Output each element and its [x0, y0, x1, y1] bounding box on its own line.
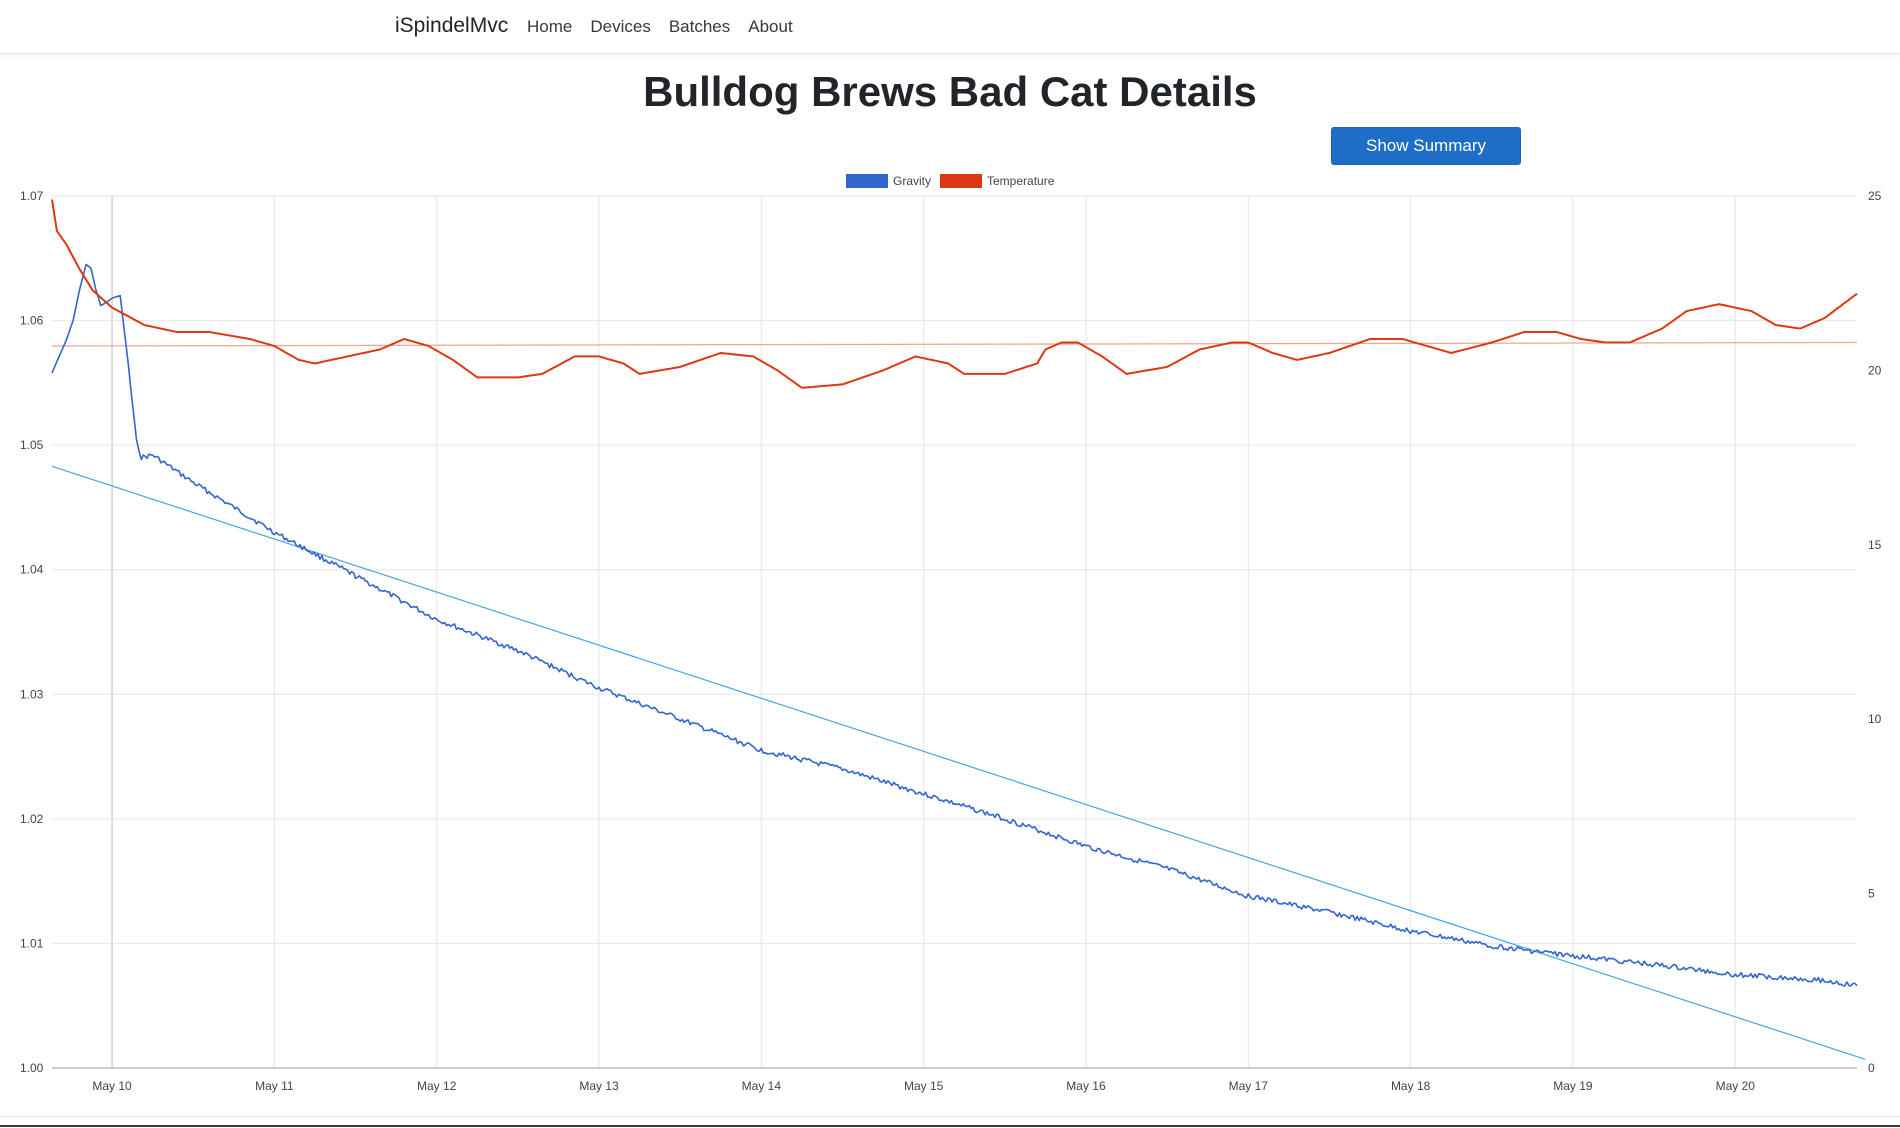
bottom-edge: [0, 1125, 1900, 1127]
legend-swatch-temperature: [940, 174, 982, 188]
x-tick-label: May 16: [1066, 1079, 1106, 1093]
nav-item-about: About: [748, 17, 792, 37]
y-right-tick-label: 10: [1868, 712, 1882, 726]
legend-label-temperature: Temperature: [987, 174, 1055, 188]
y-left-tick-label: 1.00: [20, 1061, 44, 1075]
x-tick-label: May 14: [742, 1079, 782, 1093]
nav-link-home[interactable]: Home: [527, 17, 573, 36]
show-summary-button[interactable]: Show Summary: [1331, 127, 1521, 165]
nav-item-home: Home: [527, 17, 572, 37]
x-tick-label: May 10: [92, 1079, 132, 1093]
series-line-temperature: [51, 199, 1858, 389]
x-tick-label: May 12: [417, 1079, 457, 1093]
nav-item-devices: Devices: [590, 17, 650, 37]
y-right-tick-label: 15: [1868, 538, 1882, 552]
legend-swatch-gravity: [846, 174, 888, 188]
brand-link[interactable]: iSpindelMvc: [395, 14, 509, 37]
legend-label-gravity: Gravity: [893, 174, 931, 188]
nav-item-batches: Batches: [669, 17, 730, 37]
x-tick-label: May 19: [1553, 1079, 1593, 1093]
y-right-tick-label: 0: [1868, 1061, 1875, 1075]
y-left-tick-label: 1.05: [20, 438, 44, 452]
trendline-gravity: [51, 465, 1866, 1060]
x-tick-label: May 11: [255, 1079, 294, 1093]
gravity-temperature-chart: May 10 May 11 May 12 May 13 May 14 May 15 May …: [20, 174, 1882, 1093]
y-left-tick-label: 1.04: [20, 563, 44, 577]
y-right-tick-label: 25: [1868, 189, 1882, 203]
y-right-tick-label: 20: [1868, 363, 1882, 377]
y-left-tick-label: 1.03: [20, 687, 44, 701]
nav-link-about[interactable]: About: [748, 17, 793, 36]
y-left-tick-label: 1.07: [20, 189, 44, 203]
y-left-tick-label: 1.02: [20, 812, 44, 826]
nav-link-batches[interactable]: Batches: [668, 17, 731, 36]
x-tick-label: May 17: [1229, 1079, 1269, 1093]
y-left-tick-label: 1.01: [20, 936, 44, 950]
y-left-tick-label: 1.06: [20, 314, 44, 328]
x-tick-label: May 18: [1391, 1079, 1431, 1093]
nav-link-devices[interactable]: Devices: [590, 17, 651, 36]
y-right-tick-label: 5: [1868, 887, 1875, 901]
series-line-gravity: [51, 263, 1858, 987]
nav-links: Home Devices Batches About: [527, 17, 793, 37]
x-tick-label: May 20: [1716, 1079, 1756, 1093]
x-tick-label: May 15: [904, 1079, 944, 1093]
x-tick-label: May 13: [579, 1079, 619, 1093]
page-title: Bulldog Brews Bad Cat Details: [643, 68, 1257, 115]
trendline-temperature: [51, 341, 1858, 347]
navbar: iSpindelMvc Home Devices Batches About: [0, 0, 1900, 54]
